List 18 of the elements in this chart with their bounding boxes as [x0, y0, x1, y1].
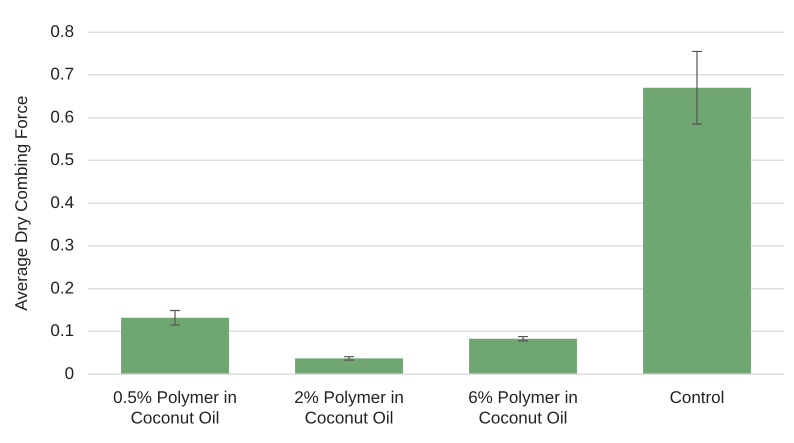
y-tick-label: 0.4: [50, 192, 74, 212]
x-tick-label: Control: [670, 388, 724, 408]
y-tick-label: 0.1: [50, 321, 74, 340]
y-tick-label: 0.2: [50, 278, 74, 298]
bar: [469, 338, 577, 374]
bar: [121, 318, 229, 374]
bar: [643, 88, 751, 374]
y-tick-label: 0: [64, 364, 74, 383]
y-tick-label: 0.8: [50, 22, 74, 41]
x-tick-label: 2% Polymer in Coconut Oil: [294, 388, 404, 428]
y-tick-label: 0.7: [50, 64, 74, 84]
y-tick-label: 0.3: [50, 236, 74, 255]
y-tick-label: 0.6: [50, 107, 74, 126]
x-tick-label: 6% Polymer in Coconut Oil: [468, 388, 578, 428]
x-tick-label: 0.5% Polymer in Coconut Oil: [113, 388, 237, 428]
y-axis-title: Average Dry Combing Force: [12, 96, 31, 311]
bar: [295, 358, 403, 374]
y-tick-label: 0.5: [50, 150, 74, 170]
